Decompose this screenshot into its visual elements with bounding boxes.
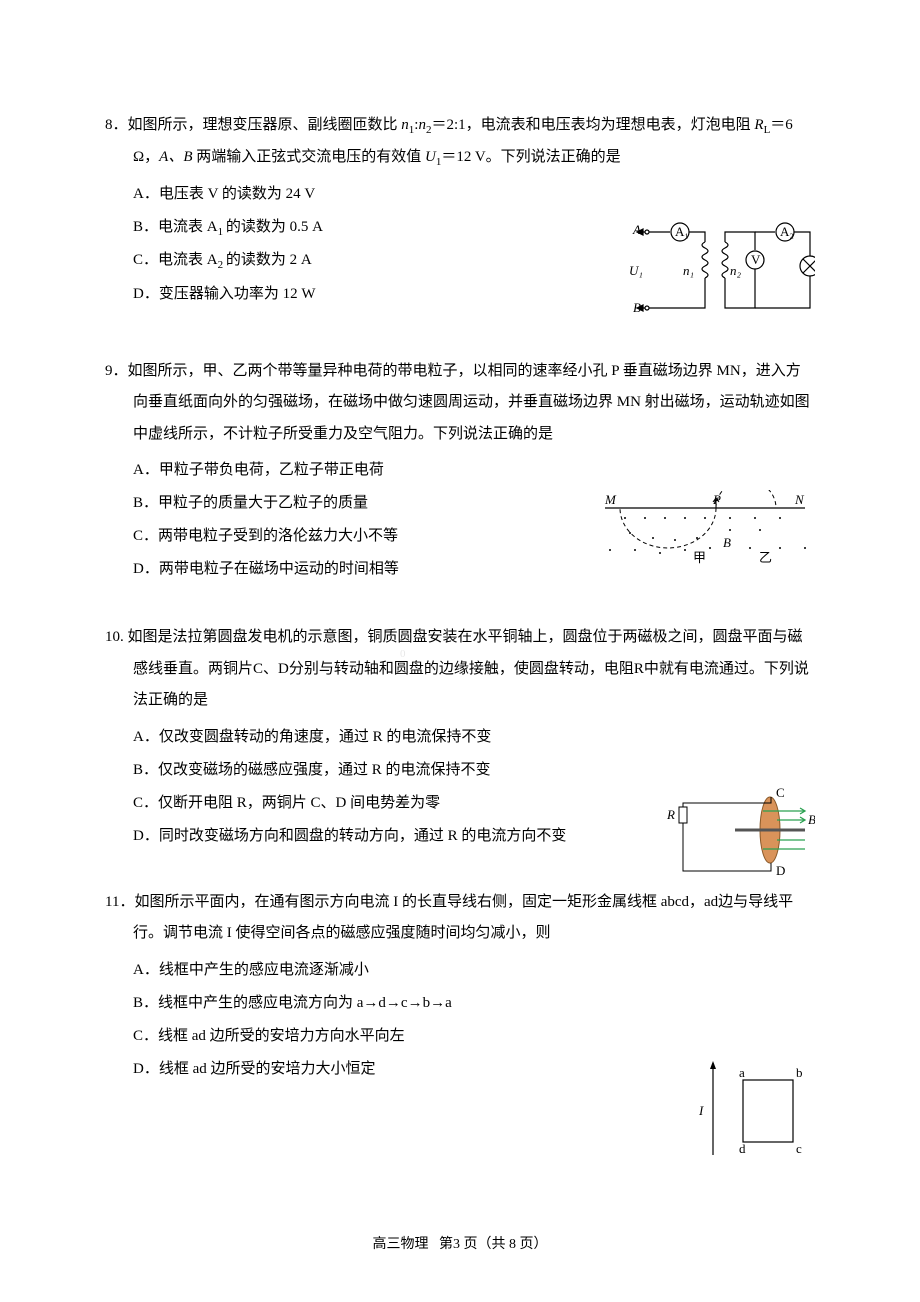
q10-num: 10. bbox=[105, 629, 128, 645]
page-footer: 高三物理 第3 页（共 8 页） bbox=[0, 1232, 920, 1257]
q9-opt-a: A．甲粒子带负电荷，乙粒子带正电荷 bbox=[133, 454, 815, 487]
svg-text:V: V bbox=[751, 252, 761, 267]
svg-text:D: D bbox=[776, 863, 785, 878]
svg-text:B: B bbox=[633, 300, 641, 315]
svg-text:n₂: n₂ bbox=[730, 263, 742, 278]
svg-text:a: a bbox=[739, 1065, 745, 1080]
q11-num: 11． bbox=[105, 894, 134, 910]
svg-text:甲: 甲 bbox=[693, 550, 706, 565]
q11-opt-a: A．线框中产生的感应电流逐渐减小 bbox=[133, 954, 815, 987]
footer-page: 第3 页（共 8 页） bbox=[439, 1237, 548, 1252]
question-8: 8．如图所示，理想变压器原、副线圈匝数比 n1:n2＝2:1，电流表和电压表均为… bbox=[105, 110, 815, 311]
q8-num: 8． bbox=[105, 117, 128, 133]
q10-opt-a: A．仅改变圆盘转动的角速度，通过 R 的电流保持不变 bbox=[133, 721, 815, 754]
question-10: 10. 如图是法拉第圆盘发电机的示意图，铜质圆盘安装在水平铜轴上，圆盘位于两磁极… bbox=[105, 622, 815, 853]
q11-stem: 11．如图所示平面内，在通有图示方向电流 I 的长直导线右侧，固定一矩形金属线框… bbox=[105, 887, 815, 950]
q8-opt-a: A．电压表 V 的读数为 24 V bbox=[133, 178, 815, 211]
svg-text:c: c bbox=[796, 1141, 802, 1156]
svg-text:U₁: U₁ bbox=[629, 263, 643, 278]
q10-opt-b: B．仅改变磁场的磁感应强度，通过 R 的电流保持不变 bbox=[133, 754, 815, 787]
q9-stem: 9．如图所示，甲、乙两个带等量异种电荷的带电粒子，以相同的速率经小孔 P 垂直磁… bbox=[105, 356, 815, 451]
svg-text:b: b bbox=[796, 1065, 803, 1080]
svg-text:A₁: A₁ bbox=[675, 224, 689, 239]
svg-text:B: B bbox=[808, 812, 815, 827]
svg-text:I: I bbox=[698, 1103, 704, 1118]
question-11: 11．如图所示平面内，在通有图示方向电流 I 的长直导线右侧，固定一矩形金属线框… bbox=[105, 887, 815, 1086]
q10-stem: 10. 如图是法拉第圆盘发电机的示意图，铜质圆盘安装在水平铜轴上，圆盘位于两磁极… bbox=[105, 622, 815, 717]
svg-text:C: C bbox=[776, 785, 785, 800]
q9-num: 9． bbox=[105, 363, 128, 379]
footer-subject: 高三物理 bbox=[373, 1237, 429, 1252]
svg-text:M: M bbox=[604, 492, 617, 507]
q11-opt-b: B．线框中产生的感应电流方向为 a→d→c→b→a bbox=[133, 987, 815, 1020]
svg-text:乙: 乙 bbox=[759, 550, 772, 565]
svg-text:N: N bbox=[794, 492, 805, 507]
q11-opt-c: C．线框 ad 边所受的安培力方向水平向左 bbox=[133, 1020, 815, 1053]
q11-figure: I a b c d bbox=[685, 1055, 815, 1165]
svg-text:d: d bbox=[739, 1141, 746, 1156]
svg-text:R: R bbox=[666, 807, 675, 822]
q9-figure: M P N B 甲 乙 bbox=[595, 490, 815, 570]
q8-figure: A B A₁ A₂ U₁ n₁ n₂ V L bbox=[615, 220, 815, 330]
svg-text:A₂: A₂ bbox=[780, 224, 794, 239]
svg-text:A: A bbox=[632, 222, 641, 237]
question-9: 9．如图所示，甲、乙两个带等量异种电荷的带电粒子，以相同的速率经小孔 P 垂直磁… bbox=[105, 356, 815, 587]
q8-stem: 8．如图所示，理想变压器原、副线圈匝数比 n1:n2＝2:1，电流表和电压表均为… bbox=[105, 110, 815, 174]
q10-figure: R B C D bbox=[665, 785, 815, 885]
svg-text:B: B bbox=[723, 535, 731, 550]
svg-text:n₁: n₁ bbox=[683, 263, 694, 278]
